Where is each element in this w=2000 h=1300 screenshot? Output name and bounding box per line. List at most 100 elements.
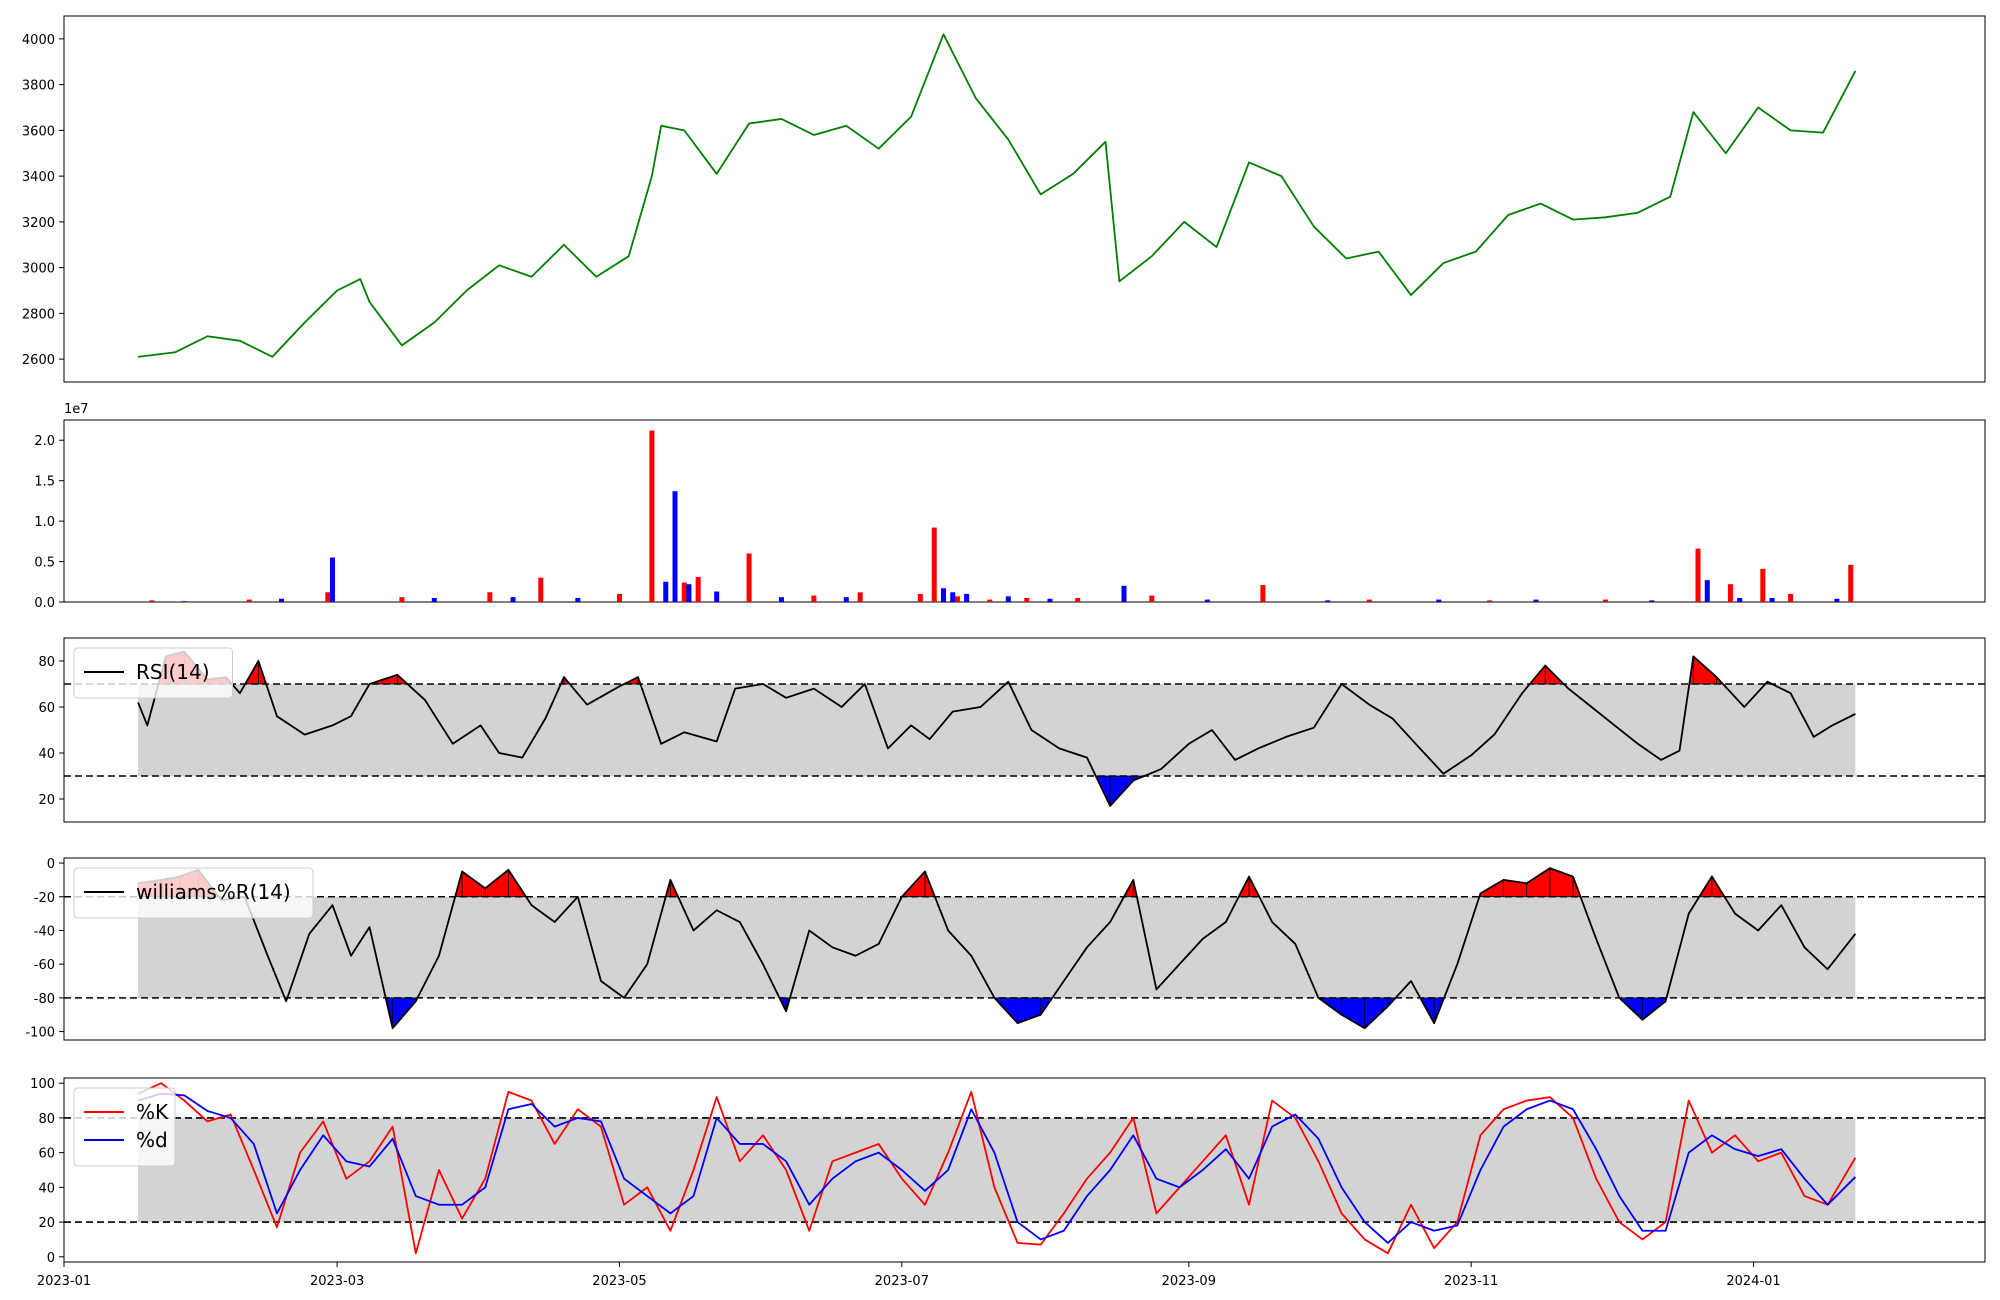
y-tick-label: 1.5 — [34, 475, 55, 490]
volume-bar — [1024, 597, 1030, 602]
x-tick-label: 2023-09 — [1162, 1274, 1216, 1289]
volume-bar — [279, 598, 285, 602]
x-tick-label: 2023-11 — [1444, 1274, 1498, 1289]
volume-bar — [1121, 585, 1127, 602]
volume-bar — [1649, 600, 1655, 602]
y-tick-label: 2600 — [22, 353, 55, 368]
volume-bar — [1760, 568, 1766, 602]
legend-box — [73, 647, 233, 699]
y-tick-label: -20 — [34, 891, 55, 906]
volume-bar — [843, 597, 849, 602]
axes-frame — [63, 15, 1986, 383]
volume-bar — [1260, 585, 1266, 602]
k-line — [137, 1082, 1857, 1255]
y-tick-label: 100 — [30, 1077, 55, 1092]
volume-bar — [1047, 598, 1053, 602]
stochastic-panel: 0 20 40 60 80 100 %K %d 2023-01 2023-03 2023-05 202… — [30, 1077, 1986, 1289]
volume-bar — [399, 597, 405, 602]
volume-bar — [714, 591, 720, 602]
y-tick-label: 40 — [38, 1181, 55, 1196]
y-tick-label: 60 — [38, 701, 55, 716]
volume-bar — [686, 584, 692, 602]
volume-bar — [538, 577, 544, 602]
volume-bar — [616, 593, 622, 602]
y-tick-label: -60 — [34, 958, 55, 973]
volume-bar — [1727, 584, 1733, 602]
legend-label: RSI(14) — [136, 660, 210, 684]
volume-bar — [931, 527, 937, 602]
y-tick-label: 60 — [38, 1147, 55, 1162]
rsi-line — [137, 650, 1856, 807]
volume-bar — [1788, 593, 1794, 602]
volume-bar — [663, 581, 669, 602]
volume-bar — [954, 596, 960, 602]
volume-bar — [1325, 600, 1331, 602]
volume-bar — [1436, 599, 1442, 602]
volume-bar — [1695, 548, 1701, 602]
chart-panels: 260028003000320034003600380040000.00.51.… — [22, 15, 1986, 1289]
volume-bar — [1737, 597, 1743, 602]
volume-bar — [778, 597, 784, 602]
y-tick-label: -40 — [34, 924, 55, 939]
legend-box — [73, 1087, 176, 1167]
volume-bar — [1204, 599, 1210, 602]
x-tick-label: 2023-01 — [37, 1274, 91, 1289]
y-tick-label: 20 — [38, 1216, 55, 1231]
legend-label: %K — [136, 1100, 169, 1124]
y-tick-label: 0.5 — [34, 556, 55, 571]
y-tick-label: 3600 — [22, 124, 55, 139]
volume-bar — [246, 599, 252, 602]
neutral-band — [138, 896, 1856, 998]
volume-bar — [1704, 580, 1710, 602]
y-tick-label: 0.0 — [34, 596, 55, 611]
overbought-fill — [157, 650, 1773, 685]
volume-bar — [1366, 599, 1372, 602]
axes-frame — [63, 857, 1986, 1041]
rsi-panel: 20 40 60 80 RSI(14) — [38, 637, 1986, 823]
y-tick-label: 3200 — [22, 216, 55, 231]
volume-bar — [1769, 597, 1775, 602]
volume-bar — [950, 592, 956, 602]
y-tick-label: 2800 — [22, 307, 55, 322]
volume-bar — [1533, 599, 1539, 602]
y-tick-label: 0 — [47, 857, 55, 872]
volume-bar — [746, 553, 752, 602]
price-panel: 2600 2800 3000 3200 3400 3600 3800 4000 — [22, 15, 1986, 383]
y-tick-label: 3800 — [22, 79, 55, 94]
volume-bar — [987, 599, 993, 602]
neutral-band — [138, 1117, 1856, 1223]
volume-bar — [695, 576, 701, 602]
volume-bar — [149, 600, 155, 602]
y-tick-label: 80 — [38, 1112, 55, 1127]
volume-bar — [1602, 599, 1608, 602]
volume-bar — [575, 597, 581, 602]
williams-line — [137, 867, 1857, 1030]
volume-bar — [649, 430, 655, 602]
volume-bar — [917, 593, 923, 602]
y-tick-label: 1.0 — [34, 515, 55, 530]
volume-bar — [681, 582, 687, 602]
overbought-fill — [137, 867, 1726, 898]
volume-bar — [940, 588, 946, 602]
volume-bar — [325, 592, 331, 602]
volume-bar — [964, 593, 970, 602]
y-tick-label: -100 — [25, 1026, 55, 1041]
y-tick-label: -80 — [34, 992, 55, 1007]
axes-frame — [63, 1077, 1986, 1263]
volume-bar — [1005, 596, 1011, 602]
volume-offset-label: 1e7 — [64, 402, 89, 417]
x-tick-label: 2023-07 — [875, 1274, 929, 1289]
volume-bar — [811, 595, 817, 602]
williams-panel: -100 -80 -60 -40 -20 0 williams%R(14) — [25, 857, 1986, 1041]
y-tick-label: 2.0 — [34, 434, 55, 449]
volume-bar — [1487, 600, 1493, 602]
volume-bar — [431, 597, 437, 602]
volume-panel: 0.0 0.5 1.0 1.5 2.0 — [34, 419, 1986, 611]
volume-bar — [672, 491, 678, 602]
volume-bar — [1848, 564, 1854, 602]
x-tick-label: 2023-03 — [310, 1274, 364, 1289]
legend-label: %d — [136, 1128, 168, 1152]
x-tick-label: 2024-01 — [1726, 1274, 1780, 1289]
y-tick-label: 40 — [38, 747, 55, 762]
